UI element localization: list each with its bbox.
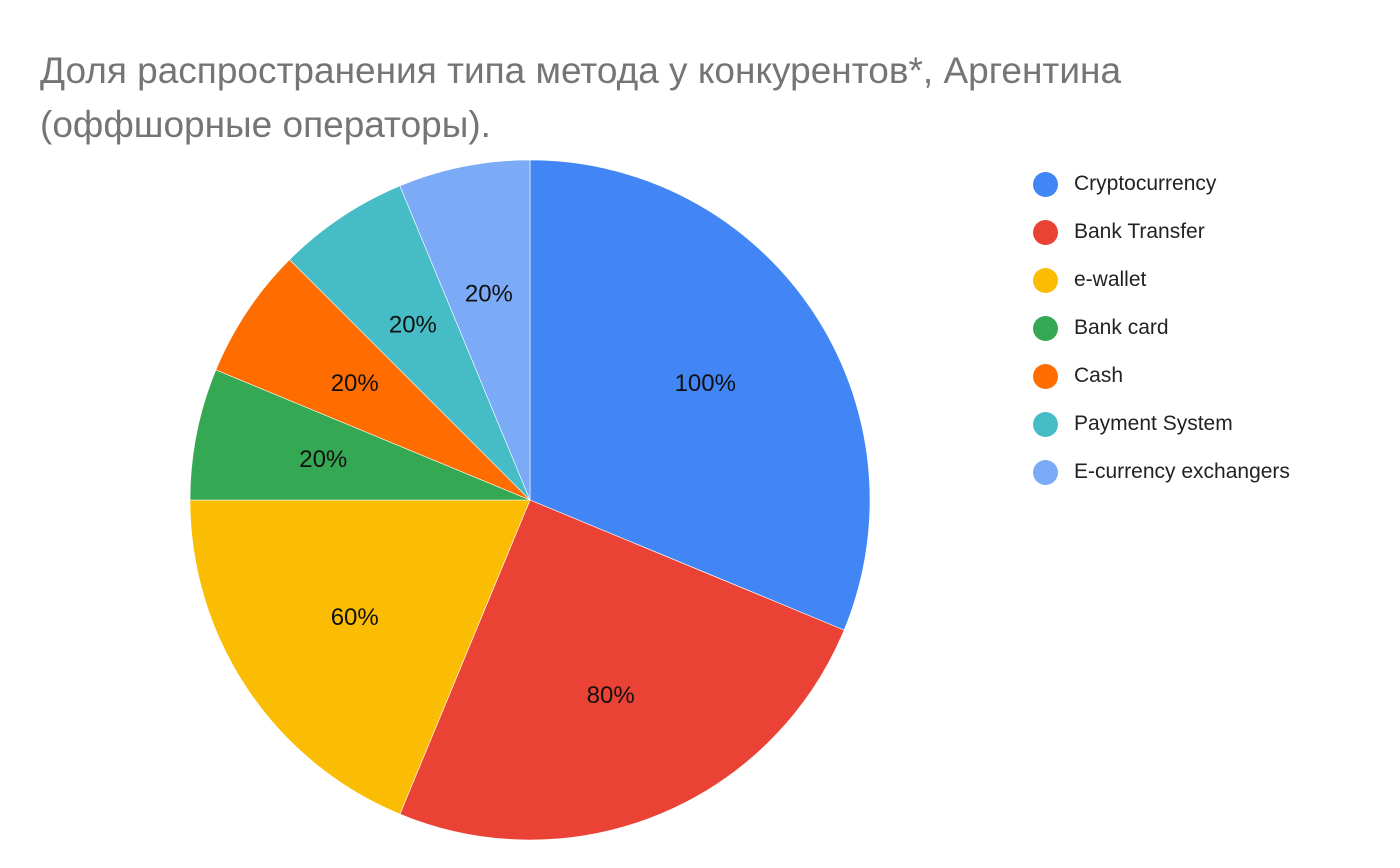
legend-item-cash[interactable]: Cash [1033, 352, 1290, 400]
chart-legend: Cryptocurrency Bank Transfer e-wallet Ba… [1033, 160, 1290, 496]
legend-swatch-icon [1033, 363, 1058, 389]
pie-slice-e-wallet[interactable] [189, 499, 531, 815]
legend-swatch-icon [1033, 219, 1058, 245]
legend-item-payment-system[interactable]: Payment System [1033, 400, 1290, 448]
pie-slice-e-currency-exchangers[interactable] [399, 159, 531, 501]
legend-swatch-icon [1033, 267, 1058, 293]
legend-item-cryptocurrency[interactable]: Cryptocurrency [1033, 160, 1290, 208]
pie-slice-cash[interactable] [215, 259, 531, 501]
slice-label-e-wallet: 60% [331, 604, 379, 631]
slice-label-payment-system: 20% [389, 312, 437, 339]
slice-label-cryptocurrency: 100% [675, 370, 736, 397]
legend-item-e-wallet[interactable]: e-wallet [1033, 256, 1290, 304]
pie-slice-bank-transfer[interactable] [399, 499, 845, 841]
legend-label: e-wallet [1074, 268, 1147, 291]
slice-label-bank-transfer: 80% [587, 682, 635, 709]
legend-swatch-icon [1033, 459, 1058, 485]
legend-label: Payment System [1074, 412, 1233, 435]
legend-label: Cryptocurrency [1074, 172, 1217, 195]
legend-swatch-icon [1033, 315, 1058, 341]
legend-swatch-icon [1033, 411, 1058, 437]
legend-label: Cash [1074, 364, 1124, 387]
legend-swatch-icon [1033, 171, 1058, 197]
slice-label-cash: 20% [331, 370, 379, 397]
pie-slice-bank-card[interactable] [189, 369, 531, 501]
legend-item-bank-transfer[interactable]: Bank Transfer [1033, 208, 1290, 256]
slice-label-bank-card: 20% [299, 446, 347, 473]
slice-label-e-currency-exchangers: 20% [465, 280, 513, 307]
chart-title: Доля распространения типа метода у конку… [40, 44, 1240, 152]
legend-item-e-currency-exchangers[interactable]: E-currency exchangers [1033, 448, 1290, 496]
legend-label: Bank Transfer [1074, 220, 1205, 243]
chart-title-line-2: (оффшорные операторы). [40, 104, 491, 145]
legend-label: Bank card [1074, 316, 1169, 339]
pie-slice-payment-system[interactable] [289, 185, 531, 501]
legend-label: E-currency exchangers [1074, 460, 1290, 483]
chart-title-line-1: Доля распространения типа метода у конку… [40, 50, 1122, 91]
pie-slice-cryptocurrency[interactable] [529, 159, 871, 631]
legend-item-bank-card[interactable]: Bank card [1033, 304, 1290, 352]
